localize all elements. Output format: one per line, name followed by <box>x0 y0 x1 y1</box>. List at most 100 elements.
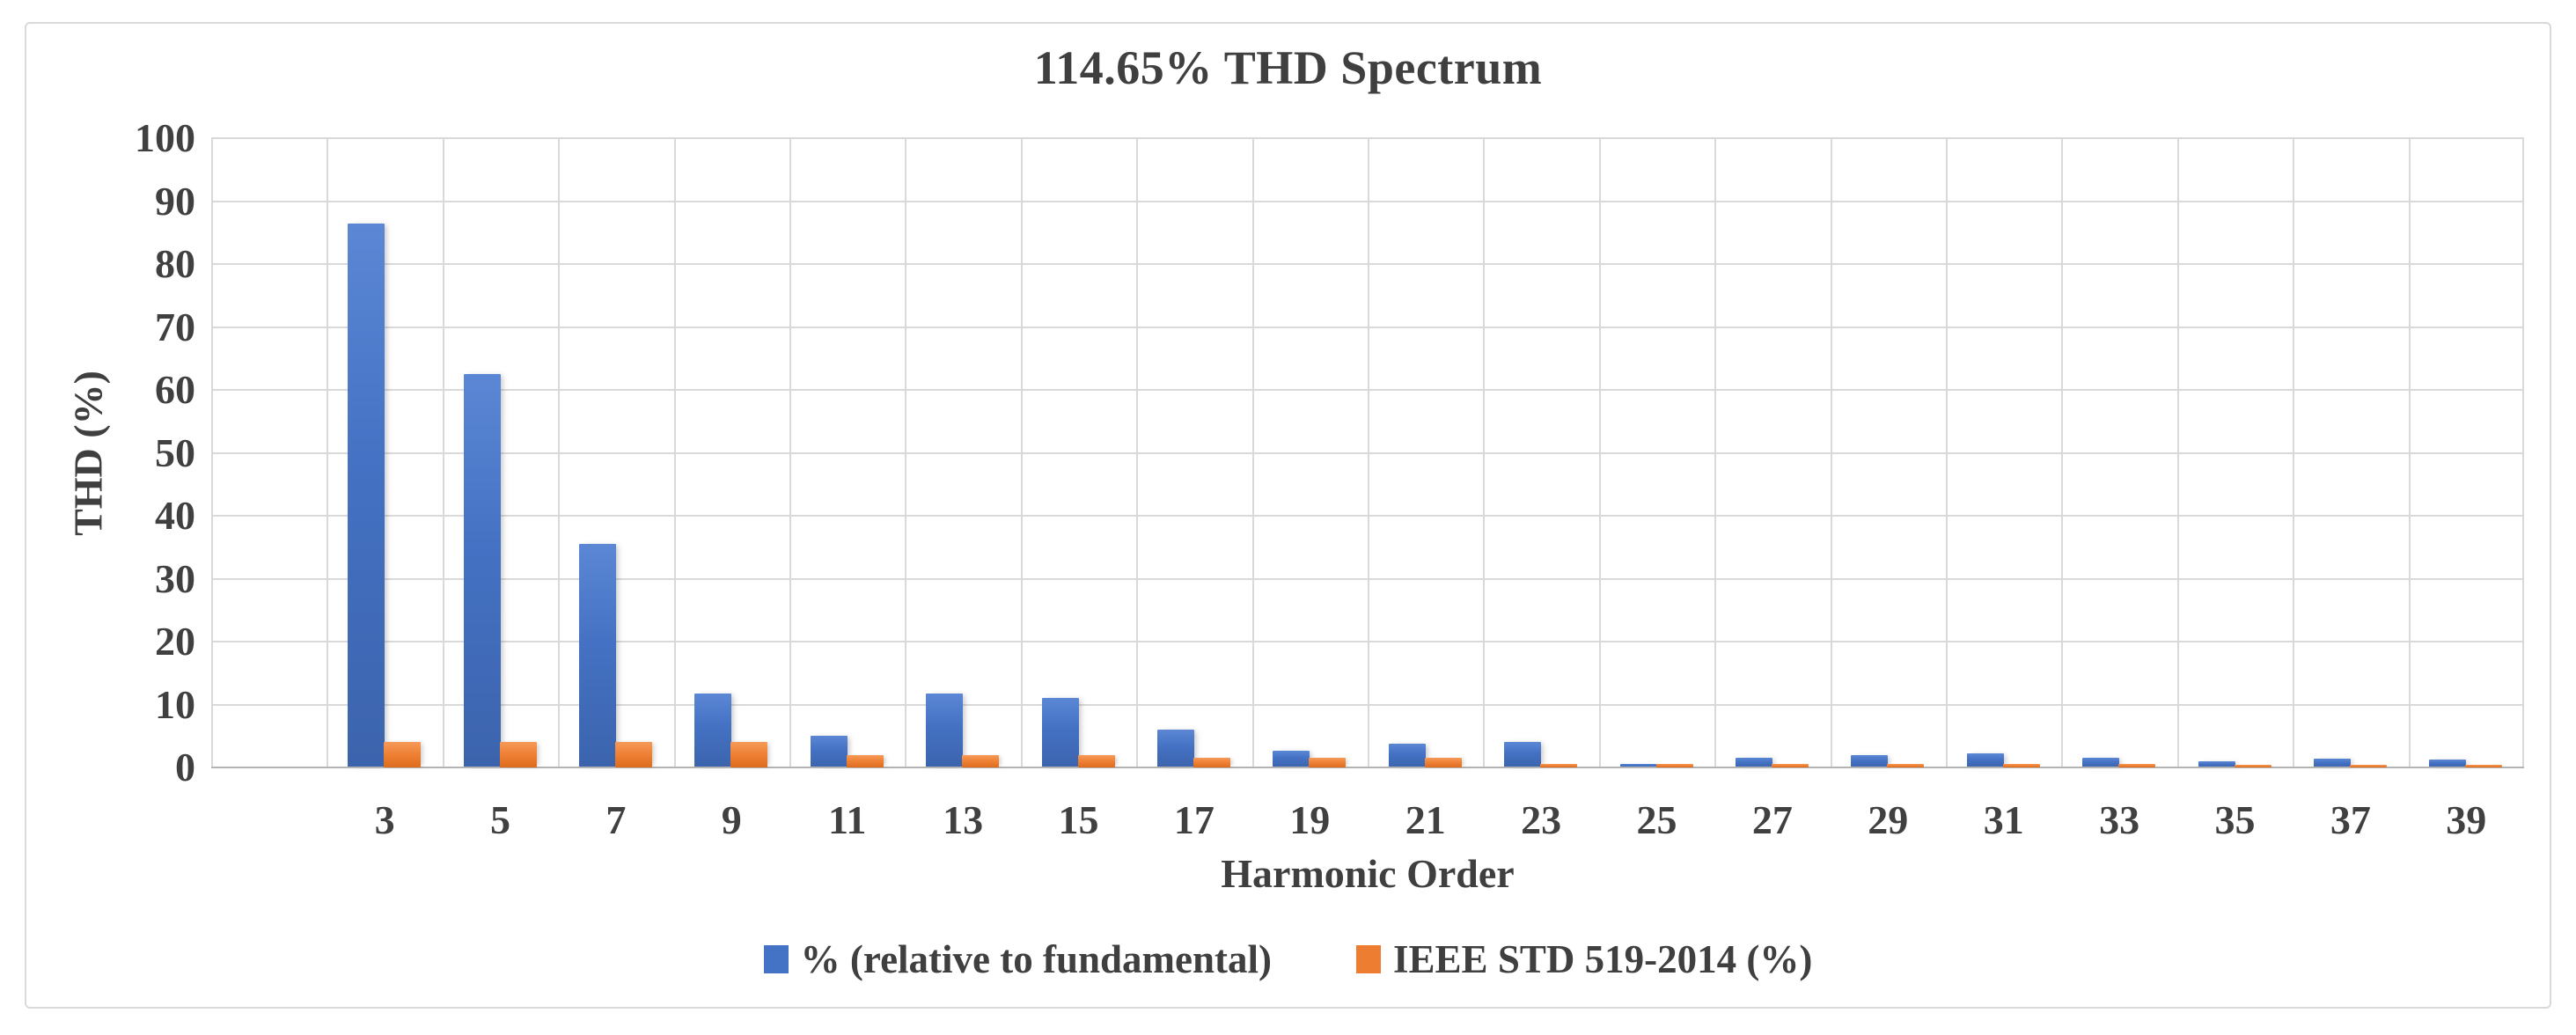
bar-pct-h37 <box>2314 759 2351 767</box>
bar-pct-h7 <box>579 544 616 767</box>
gridline-x-20 <box>2522 138 2524 767</box>
x-tick-label-11: 11 <box>827 797 867 842</box>
gridline-x-13 <box>1714 138 1716 767</box>
bar-pct-h31 <box>1967 753 2004 767</box>
x-tick-label-19: 19 <box>1289 797 1331 842</box>
legend: % (relative to fundamental) IEEE STD 519-… <box>0 936 2576 982</box>
x-tick-label-3: 3 <box>374 797 395 842</box>
y-tick-label-80: 80 <box>155 241 195 286</box>
bar-pct-h21 <box>1389 743 1426 767</box>
bar-ieee-h21 <box>1425 758 1462 767</box>
legend-label-pct: % (relative to fundamental) <box>800 937 1273 981</box>
x-tick-label-15: 15 <box>1058 797 1099 842</box>
x-tick-label-13: 13 <box>943 797 984 842</box>
gridline-x-7 <box>1021 138 1023 767</box>
x-tick-label-31: 31 <box>1983 797 2024 842</box>
gridline-x-12 <box>1599 138 1601 767</box>
bar-pct-h19 <box>1273 751 1310 767</box>
gridline-x-9 <box>1252 138 1254 767</box>
x-tick-label-17: 17 <box>1173 797 1215 842</box>
x-tick-label-33: 33 <box>2099 797 2140 842</box>
bar-ieee-h19 <box>1309 758 1346 767</box>
bar-pct-h39 <box>2429 760 2466 767</box>
y-tick-label-40: 40 <box>155 493 195 538</box>
y-tick-label-60: 60 <box>155 367 195 412</box>
gridline-x-8 <box>1136 138 1138 767</box>
gridline-x-3 <box>558 138 560 767</box>
x-tick-label-23: 23 <box>1521 797 1562 842</box>
gridline-x-19 <box>2409 138 2411 767</box>
plot-area <box>211 137 2524 768</box>
y-tick-label-10: 10 <box>155 681 195 727</box>
x-tick-label-5: 5 <box>489 797 510 842</box>
bar-pct-h33 <box>2082 758 2119 767</box>
legend-swatch-blue <box>763 945 789 973</box>
gridline-x-18 <box>2293 138 2294 767</box>
bar-pct-h13 <box>926 694 963 767</box>
gridline-x-0 <box>211 138 213 767</box>
bar-ieee-h35 <box>2235 765 2271 767</box>
bar-ieee-h15 <box>1078 754 1115 767</box>
x-axis-title: Harmonic Order <box>1221 851 1515 896</box>
x-axis-line <box>211 767 2524 768</box>
x-tick-label-35: 35 <box>2214 797 2256 842</box>
bar-pct-h29 <box>1851 754 1888 767</box>
bar-ieee-h9 <box>730 742 767 767</box>
x-tick-label-7: 7 <box>605 797 627 842</box>
x-tick-label-27: 27 <box>1751 797 1793 842</box>
bar-ieee-h3 <box>384 742 421 767</box>
y-tick-label-100: 100 <box>135 115 195 160</box>
gridline-x-1 <box>327 138 328 767</box>
gridline-x-15 <box>1946 138 1948 767</box>
x-tick-label-9: 9 <box>721 797 742 842</box>
bar-ieee-h23 <box>1540 763 1577 767</box>
bar-pct-h35 <box>2198 760 2235 767</box>
bar-ieee-h11 <box>847 754 884 767</box>
bar-pct-h3 <box>348 223 385 767</box>
legend-item-ieee: IEEE STD 519-2014 (%) <box>1356 936 1812 982</box>
bar-ieee-h7 <box>615 742 652 767</box>
x-tick-label-29: 29 <box>1868 797 1909 842</box>
gridline-x-2 <box>443 138 444 767</box>
legend-label-ieee: IEEE STD 519-2014 (%) <box>1393 937 1813 981</box>
bar-pct-h25 <box>1620 764 1657 767</box>
bar-ieee-h25 <box>1656 763 1693 767</box>
x-tick-label-21: 21 <box>1405 797 1446 842</box>
gridline-x-6 <box>905 138 906 767</box>
gridline-x-5 <box>789 138 791 767</box>
x-tick-label-39: 39 <box>2446 797 2487 842</box>
bar-ieee-h39 <box>2465 765 2502 767</box>
gridline-x-4 <box>674 138 676 767</box>
bar-pct-h23 <box>1504 741 1541 767</box>
y-tick-label-50: 50 <box>155 429 195 475</box>
gridline-x-17 <box>2177 138 2179 767</box>
y-tick-label-0: 0 <box>175 745 195 789</box>
chart-title: 114.65% THD Spectrum <box>1033 41 1543 94</box>
gridline-x-16 <box>2061 138 2063 767</box>
bar-pct-h9 <box>694 694 731 767</box>
bar-ieee-h17 <box>1193 758 1230 767</box>
legend-item-pct: % (relative to fundamental) <box>763 936 1273 982</box>
bar-pct-h5 <box>464 374 501 767</box>
bar-ieee-h29 <box>1887 763 1924 767</box>
bar-ieee-h13 <box>962 754 999 767</box>
x-tick-label-37: 37 <box>2330 797 2371 842</box>
bar-ieee-h5 <box>500 742 537 767</box>
bar-ieee-h33 <box>2118 763 2155 767</box>
bar-ieee-h37 <box>2350 765 2387 767</box>
bar-ieee-h27 <box>1772 763 1809 767</box>
bar-pct-h17 <box>1157 730 1194 767</box>
bar-pct-h27 <box>1736 757 1772 767</box>
gridline-x-10 <box>1368 138 1369 767</box>
y-tick-label-70: 70 <box>155 304 195 349</box>
y-tick-label-20: 20 <box>155 619 195 664</box>
bar-pct-h15 <box>1042 698 1079 767</box>
y-tick-label-30: 30 <box>155 555 195 601</box>
x-tick-label-25: 25 <box>1636 797 1677 842</box>
bar-ieee-h31 <box>2003 763 2040 767</box>
bar-pct-h11 <box>811 736 848 767</box>
y-tick-label-90: 90 <box>155 178 195 224</box>
gridline-x-14 <box>1831 138 1832 767</box>
legend-swatch-orange <box>1356 945 1382 973</box>
